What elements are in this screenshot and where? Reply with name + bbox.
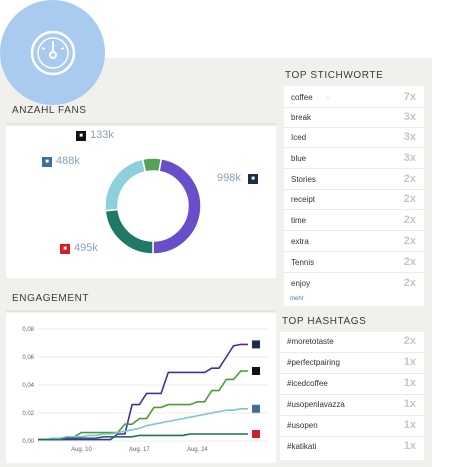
keyword-count: 2x [403, 277, 416, 289]
fans-label-133k: 133k [90, 129, 114, 141]
hashtag-count: 1x [403, 440, 416, 452]
series-end-logo-icon [252, 404, 260, 413]
keyword-row[interactable]: enjoy 2x [284, 274, 424, 294]
series-end-logo-icon [252, 430, 260, 438]
y-tick-label: 0,00 [22, 439, 34, 445]
keyword-count: 2x [403, 193, 416, 205]
hashtag-row[interactable]: #katikati 1x [280, 437, 424, 458]
hashtag-row[interactable]: #usopenlavazza 1x [280, 395, 424, 416]
keyword-label: break [291, 113, 312, 122]
keyword-count: 3x [403, 131, 416, 143]
engagement-title: ENGAGEMENT [12, 293, 90, 304]
y-tick-label: 0,06 [22, 355, 34, 361]
keyword-label: receipt [291, 195, 316, 204]
keyword-row[interactable]: Stories 2x [284, 170, 424, 190]
fans-label-495k: 495k [74, 242, 98, 254]
hashtag-row[interactable]: #perfectpairing 1x [280, 353, 424, 374]
keyword-row[interactable]: Iced 3x [284, 128, 424, 148]
series-line [38, 370, 248, 441]
hashtag-label: #perfectpairing [287, 358, 340, 367]
keyword-label: blue [291, 154, 307, 163]
y-tick-label: 0,08 [22, 327, 34, 333]
speedometer-icon [30, 30, 75, 75]
series-line [38, 408, 248, 441]
keyword-row[interactable]: coffee ⌵ 7x [284, 88, 424, 108]
speedometer-badge [0, 0, 105, 105]
fans-panel: 133k ■ 488k ■ 998k ■ 495k ■ [6, 126, 276, 278]
top-hashtags-title: TOP HASHTAGS [282, 316, 367, 327]
fans-label-998k: 998k [217, 172, 241, 184]
keyword-label: Tennis [291, 258, 315, 267]
keyword-count: 2x [403, 235, 416, 247]
y-tick-label: 0,04 [22, 383, 34, 389]
hashtag-row[interactable]: #moretotaste 2x [280, 332, 424, 353]
hashtag-label: #moretotaste [287, 337, 334, 346]
hashtag-label: #usopen [287, 421, 318, 430]
engagement-line-chart: 0,00 0,02 0,04 0,06 0,08 Aug. 10 Aug. 17 Aug. 2… [22, 327, 268, 453]
fans-title-divider [6, 123, 276, 125]
hashtag-label: #icedcoffee [287, 379, 328, 388]
fans-label-488k: 488k [56, 155, 80, 167]
engagement-title-divider [6, 310, 276, 312]
donut-slice [152, 157, 202, 255]
keyword-row[interactable]: receipt 2x [284, 190, 424, 210]
keyword-row[interactable]: break 3x [284, 108, 424, 128]
y-tick-label: 0,02 [22, 411, 34, 417]
hashtag-count: 1x [403, 356, 416, 368]
keyword-label: extra [291, 237, 309, 246]
brand-logo-icon: ■ [76, 131, 86, 141]
keyword-label: time [291, 216, 307, 225]
more-link[interactable]: mehr [290, 296, 304, 302]
keyword-count: 3x [403, 111, 416, 123]
brand-logo-icon: ■ [42, 157, 52, 167]
x-tick-label: Aug. 17 [129, 447, 150, 453]
keyword-row[interactable]: Tennis 2x [284, 253, 424, 273]
keyword-row[interactable]: blue 3x [284, 149, 424, 169]
series-end-logo-icon [252, 340, 260, 349]
series-line [38, 343, 248, 441]
fans-title: ANZAHL FANS [12, 105, 87, 116]
keyword-count: 7x [403, 91, 416, 103]
top-hashtags-panel: #moretotaste 2x #perfectpairing 1x #icedco… [280, 332, 424, 460]
top-keywords-panel: coffee ⌵ 7x break 3x Iced 3x blue 3x Stories 2… [284, 86, 424, 306]
x-tick-label: Aug. 10 [71, 447, 92, 453]
hashtag-label: #katikati [287, 442, 317, 451]
series-line [38, 433, 248, 441]
series-end-logo-icon [252, 367, 260, 375]
donut-slice [104, 158, 147, 212]
x-tick-label: Aug. 24 [187, 447, 208, 453]
top-keywords-title: TOP STICHWORTE [285, 70, 384, 81]
hashtag-count: 2x [403, 335, 416, 347]
hashtag-count: 1x [403, 377, 416, 389]
brand-logo-icon: ■ [60, 244, 70, 254]
brand-logo-icon: ■ [248, 174, 258, 184]
keyword-label: coffee [291, 93, 313, 102]
keyword-label: Iced [291, 133, 307, 142]
hashtag-label: #usopenlavazza [287, 400, 345, 409]
keyword-count: 2x [403, 214, 416, 226]
keyword-count: 2x [403, 173, 416, 185]
engagement-panel: 0,00 0,02 0,04 0,06 0,08 Aug. 10 Aug. 17 Aug. 2… [6, 313, 276, 463]
fans-donut-chart [104, 157, 202, 255]
hashtag-count: 1x [403, 398, 416, 410]
keyword-label: enjoy [291, 279, 311, 288]
hashtag-row[interactable]: #icedcoffee 1x [280, 374, 424, 395]
hashtag-row[interactable]: #usopen 1x [280, 416, 424, 437]
keyword-row[interactable]: extra 2x [284, 232, 424, 252]
keyword-count: 3x [403, 152, 416, 164]
chevron-down-icon: ⌵ [326, 95, 331, 101]
keyword-count: 2x [403, 256, 416, 268]
hashtag-count: 1x [403, 419, 416, 431]
keyword-label: Stories [291, 175, 316, 184]
donut-slice [104, 208, 154, 255]
keyword-row[interactable]: time 2x [284, 211, 424, 231]
